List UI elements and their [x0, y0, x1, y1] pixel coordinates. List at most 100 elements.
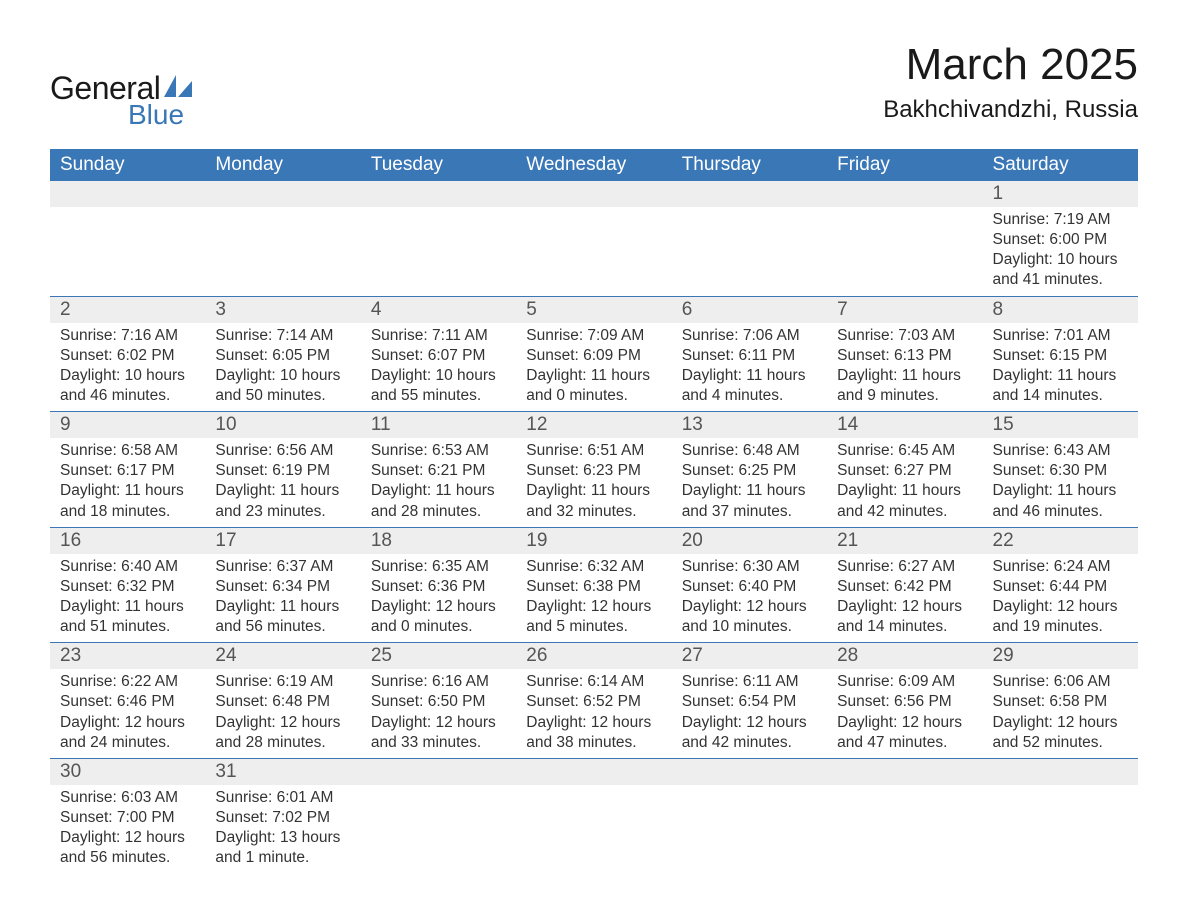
day-number: 29: [983, 643, 1138, 669]
day-daylight1: Daylight: 11 hours: [993, 366, 1128, 386]
day-daylight1: Daylight: 11 hours: [60, 481, 195, 501]
day-details: Sunrise: 6:06 AMSunset: 6:58 PMDaylight:…: [983, 669, 1138, 758]
day-sunrise: Sunrise: 7:09 AM: [526, 326, 661, 346]
calendar-day-cell: 28Sunrise: 6:09 AMSunset: 6:56 PMDayligh…: [827, 643, 982, 759]
day-sunrise: Sunrise: 7:03 AM: [837, 326, 972, 346]
day-details: Sunrise: 6:58 AMSunset: 6:17 PMDaylight:…: [50, 438, 205, 527]
col-monday: Monday: [205, 149, 360, 181]
day-daylight2: and 42 minutes.: [682, 733, 817, 753]
logo-text-blue: Blue: [128, 99, 192, 131]
day-number: [516, 759, 671, 785]
calendar-day-cell: 21Sunrise: 6:27 AMSunset: 6:42 PMDayligh…: [827, 527, 982, 643]
day-details: Sunrise: 6:27 AMSunset: 6:42 PMDaylight:…: [827, 554, 982, 643]
day-daylight1: Daylight: 11 hours: [60, 597, 195, 617]
day-sunset: Sunset: 6:27 PM: [837, 461, 972, 481]
col-thursday: Thursday: [672, 149, 827, 181]
day-daylight2: and 28 minutes.: [371, 502, 506, 522]
day-number: 18: [361, 528, 516, 554]
day-number: [516, 181, 671, 207]
calendar-day-cell: 6Sunrise: 7:06 AMSunset: 6:11 PMDaylight…: [672, 296, 827, 412]
calendar-day-cell: 20Sunrise: 6:30 AMSunset: 6:40 PMDayligh…: [672, 527, 827, 643]
day-sunrise: Sunrise: 6:16 AM: [371, 672, 506, 692]
day-number: 5: [516, 297, 671, 323]
day-sunrise: Sunrise: 6:11 AM: [682, 672, 817, 692]
col-wednesday: Wednesday: [516, 149, 671, 181]
location-subtitle: Bakhchivandzhi, Russia: [883, 96, 1138, 124]
day-details: Sunrise: 6:32 AMSunset: 6:38 PMDaylight:…: [516, 554, 671, 643]
calendar-day-cell: 10Sunrise: 6:56 AMSunset: 6:19 PMDayligh…: [205, 412, 360, 528]
day-daylight1: Daylight: 11 hours: [837, 481, 972, 501]
calendar-table: Sunday Monday Tuesday Wednesday Thursday…: [50, 149, 1138, 873]
calendar-day-cell: 29Sunrise: 6:06 AMSunset: 6:58 PMDayligh…: [983, 643, 1138, 759]
day-number: 30: [50, 759, 205, 785]
day-sunset: Sunset: 6:25 PM: [682, 461, 817, 481]
day-daylight2: and 4 minutes.: [682, 386, 817, 406]
day-daylight1: Daylight: 13 hours: [215, 828, 350, 848]
day-sunrise: Sunrise: 6:32 AM: [526, 557, 661, 577]
day-daylight1: Daylight: 12 hours: [60, 713, 195, 733]
day-number: 9: [50, 412, 205, 438]
day-sunset: Sunset: 6:50 PM: [371, 692, 506, 712]
calendar-week-row: 16Sunrise: 6:40 AMSunset: 6:32 PMDayligh…: [50, 527, 1138, 643]
day-daylight1: Daylight: 10 hours: [371, 366, 506, 386]
page-header: General Blue March 2025 Bakhchivandzhi, …: [50, 40, 1138, 131]
calendar-body: 1Sunrise: 7:19 AMSunset: 6:00 PMDaylight…: [50, 181, 1138, 873]
day-number: 21: [827, 528, 982, 554]
day-details: Sunrise: 6:24 AMSunset: 6:44 PMDaylight:…: [983, 554, 1138, 643]
day-sunrise: Sunrise: 6:01 AM: [215, 788, 350, 808]
day-sunrise: Sunrise: 6:51 AM: [526, 441, 661, 461]
day-daylight2: and 56 minutes.: [215, 617, 350, 637]
day-daylight1: Daylight: 12 hours: [526, 713, 661, 733]
day-sunrise: Sunrise: 6:06 AM: [993, 672, 1128, 692]
calendar-day-cell: [516, 181, 671, 296]
day-daylight1: Daylight: 10 hours: [993, 250, 1128, 270]
calendar-week-row: 1Sunrise: 7:19 AMSunset: 6:00 PMDaylight…: [50, 181, 1138, 296]
day-sunset: Sunset: 6:02 PM: [60, 346, 195, 366]
calendar-week-row: 9Sunrise: 6:58 AMSunset: 6:17 PMDaylight…: [50, 412, 1138, 528]
day-details: Sunrise: 6:51 AMSunset: 6:23 PMDaylight:…: [516, 438, 671, 527]
day-sunset: Sunset: 6:58 PM: [993, 692, 1128, 712]
day-sunset: Sunset: 6:07 PM: [371, 346, 506, 366]
col-friday: Friday: [827, 149, 982, 181]
calendar-day-cell: [361, 181, 516, 296]
day-daylight2: and 0 minutes.: [526, 386, 661, 406]
day-details: Sunrise: 6:35 AMSunset: 6:36 PMDaylight:…: [361, 554, 516, 643]
day-daylight1: Daylight: 11 hours: [526, 481, 661, 501]
day-details: Sunrise: 6:11 AMSunset: 6:54 PMDaylight:…: [672, 669, 827, 758]
day-number: 17: [205, 528, 360, 554]
calendar-day-cell: [827, 181, 982, 296]
calendar-day-cell: 1Sunrise: 7:19 AMSunset: 6:00 PMDaylight…: [983, 181, 1138, 296]
day-daylight2: and 32 minutes.: [526, 502, 661, 522]
col-sunday: Sunday: [50, 149, 205, 181]
day-sunset: Sunset: 6:42 PM: [837, 577, 972, 597]
day-sunrise: Sunrise: 6:03 AM: [60, 788, 195, 808]
day-number: 22: [983, 528, 1138, 554]
day-sunset: Sunset: 6:48 PM: [215, 692, 350, 712]
day-number: 8: [983, 297, 1138, 323]
calendar-day-cell: [672, 758, 827, 873]
day-number: 7: [827, 297, 982, 323]
day-details: Sunrise: 6:56 AMSunset: 6:19 PMDaylight:…: [205, 438, 360, 527]
day-daylight2: and 33 minutes.: [371, 733, 506, 753]
day-sunrise: Sunrise: 6:09 AM: [837, 672, 972, 692]
day-daylight2: and 5 minutes.: [526, 617, 661, 637]
day-details: Sunrise: 6:22 AMSunset: 6:46 PMDaylight:…: [50, 669, 205, 758]
day-details: Sunrise: 7:11 AMSunset: 6:07 PMDaylight:…: [361, 323, 516, 412]
day-sunrise: Sunrise: 6:19 AM: [215, 672, 350, 692]
day-sunset: Sunset: 6:46 PM: [60, 692, 195, 712]
day-daylight2: and 18 minutes.: [60, 502, 195, 522]
day-number: 6: [672, 297, 827, 323]
day-details: Sunrise: 6:14 AMSunset: 6:52 PMDaylight:…: [516, 669, 671, 758]
day-details: [672, 785, 827, 805]
col-saturday: Saturday: [983, 149, 1138, 181]
day-sunset: Sunset: 6:30 PM: [993, 461, 1128, 481]
month-year-title: March 2025: [883, 40, 1138, 90]
day-sunrise: Sunrise: 6:24 AM: [993, 557, 1128, 577]
day-sunset: Sunset: 6:17 PM: [60, 461, 195, 481]
day-details: Sunrise: 7:09 AMSunset: 6:09 PMDaylight:…: [516, 323, 671, 412]
day-details: [205, 207, 360, 227]
day-daylight2: and 28 minutes.: [215, 733, 350, 753]
day-number: 19: [516, 528, 671, 554]
day-daylight1: Daylight: 12 hours: [526, 597, 661, 617]
day-daylight1: Daylight: 11 hours: [215, 597, 350, 617]
